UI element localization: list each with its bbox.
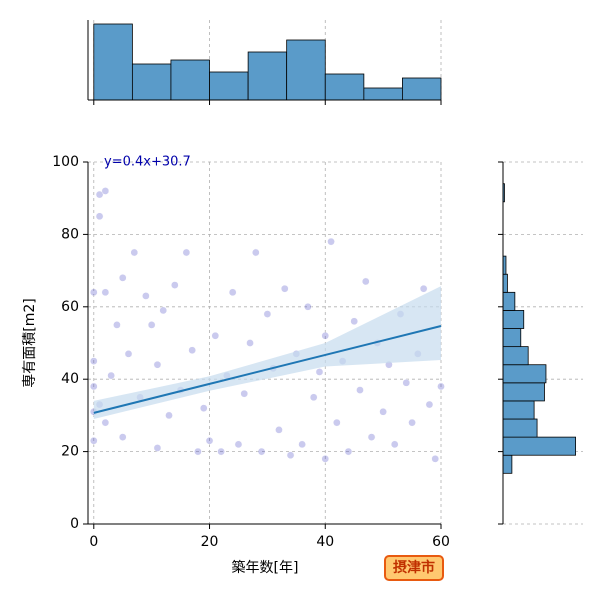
point — [124, 350, 133, 358]
point — [153, 360, 162, 369]
bar — [502, 454, 513, 474]
point — [309, 393, 318, 402]
confidence-band — [93, 286, 441, 420]
y-tick-label: 0 — [70, 516, 79, 532]
point — [205, 436, 214, 445]
point — [431, 454, 440, 463]
point — [101, 288, 110, 297]
point — [419, 284, 428, 293]
point — [188, 346, 197, 355]
point — [165, 411, 173, 420]
point — [257, 447, 266, 456]
point — [275, 426, 283, 434]
point — [199, 404, 208, 413]
y-tick-label: 20 — [61, 444, 79, 460]
point — [118, 273, 127, 282]
point — [321, 454, 330, 463]
point — [315, 368, 324, 376]
point — [101, 418, 110, 427]
point — [118, 433, 127, 441]
annotation: y=0.4x+30.7 — [104, 155, 191, 170]
point — [246, 339, 254, 347]
point — [286, 451, 295, 460]
point — [390, 440, 399, 449]
y-tick-label: 60 — [61, 299, 79, 315]
bar — [247, 51, 288, 101]
bar — [286, 39, 326, 101]
point — [361, 277, 370, 286]
point — [344, 447, 353, 456]
point — [280, 284, 289, 293]
point — [356, 386, 364, 394]
bar — [324, 73, 365, 101]
point — [95, 212, 104, 221]
y-tick-label: 40 — [61, 371, 79, 387]
point — [402, 378, 411, 387]
point — [240, 389, 249, 398]
point — [130, 248, 139, 257]
x-tick-label: 60 — [432, 534, 450, 550]
point — [298, 440, 306, 449]
point — [217, 447, 225, 456]
point — [159, 306, 168, 315]
x-tick-label: 0 — [89, 534, 98, 550]
point — [113, 321, 121, 329]
bar — [209, 71, 249, 101]
x-tick-label: 20 — [201, 534, 219, 550]
bar — [502, 346, 529, 366]
point — [321, 331, 330, 340]
bar — [502, 310, 525, 329]
badge-box — [384, 555, 444, 581]
y-tick-label: 100 — [52, 154, 79, 170]
y-tick-label: 80 — [61, 226, 79, 242]
point — [89, 357, 98, 365]
point — [194, 447, 202, 456]
point — [350, 317, 359, 326]
point — [211, 331, 220, 340]
point — [332, 418, 341, 427]
point — [101, 187, 110, 195]
bar — [502, 273, 508, 293]
point — [379, 407, 387, 416]
bar — [402, 77, 442, 101]
regression-line — [93, 325, 442, 414]
point — [437, 382, 445, 391]
point — [147, 321, 156, 329]
point — [304, 302, 312, 311]
bar — [363, 87, 403, 101]
point — [228, 288, 237, 297]
point — [251, 248, 260, 257]
point — [182, 248, 191, 257]
point — [425, 400, 434, 409]
point — [89, 382, 98, 391]
point — [170, 281, 179, 289]
point — [142, 292, 150, 300]
point — [327, 237, 335, 246]
point — [107, 371, 115, 380]
point — [95, 190, 104, 199]
x-axis-label: 築年数[年] — [232, 560, 299, 576]
bar — [502, 328, 522, 348]
bar — [502, 436, 576, 456]
bar — [502, 382, 545, 402]
point — [263, 310, 272, 318]
x-tick-label: 40 — [316, 534, 334, 550]
bar — [131, 63, 172, 101]
bar — [93, 23, 133, 101]
bar — [170, 59, 210, 101]
point — [153, 444, 162, 452]
bar — [502, 418, 538, 438]
bar — [502, 364, 547, 384]
bar — [502, 291, 516, 311]
y-axis-label: 専有面積[m2] — [22, 298, 38, 387]
point — [367, 433, 376, 441]
badge: 摂津市 — [393, 559, 435, 576]
point — [408, 418, 416, 427]
point — [234, 440, 243, 449]
bar — [502, 400, 535, 420]
point — [89, 436, 98, 445]
point — [89, 288, 98, 297]
